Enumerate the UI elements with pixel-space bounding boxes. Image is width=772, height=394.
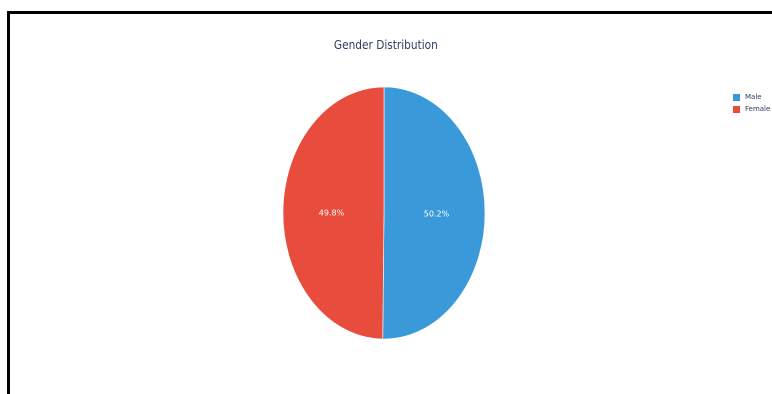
legend-swatch-male bbox=[733, 93, 740, 101]
pie-label-female: 49.8% bbox=[319, 209, 345, 218]
legend-item-male[interactable]: Male bbox=[733, 91, 770, 103]
legend-item-female[interactable]: Female bbox=[733, 103, 770, 115]
chart-title: Gender Distribution bbox=[333, 38, 438, 52]
pie-slice-male[interactable] bbox=[382, 86, 486, 340]
pie-slice-female[interactable] bbox=[282, 86, 385, 340]
legend-label-female: Female bbox=[745, 105, 771, 113]
legend-label-male: Male bbox=[745, 93, 762, 101]
pie-label-male: 50.2% bbox=[424, 209, 450, 218]
legend[interactable]: Male Female bbox=[733, 91, 770, 115]
legend-swatch-female bbox=[733, 105, 740, 113]
